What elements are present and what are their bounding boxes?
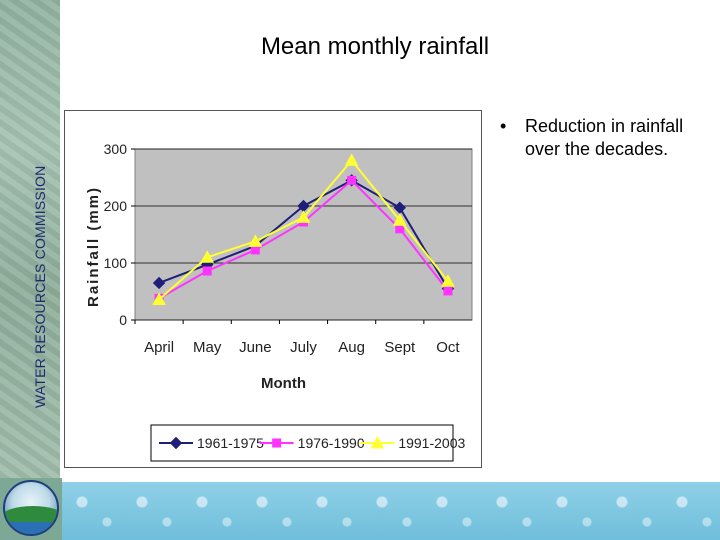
water-droplet-band	[62, 482, 720, 540]
bullet-text: Reduction in rainfall over the decades.	[525, 116, 684, 159]
x-tick-label: Sept	[384, 339, 416, 356]
side-strip	[0, 0, 60, 485]
y-tick-label: 200	[104, 198, 128, 214]
x-axis-title: Month	[261, 375, 306, 392]
data-point-1991-2003-June	[248, 234, 263, 247]
x-tick-label: May	[193, 339, 222, 356]
data-point-1961-1975-April	[152, 276, 166, 290]
x-tick-label: July	[290, 339, 317, 356]
legend-label: 1961-1975	[197, 435, 264, 451]
legend-marker-1991-2003	[370, 435, 385, 449]
y-tick-label: 300	[104, 141, 128, 157]
logo-block	[0, 478, 62, 540]
data-point-1976-1990-Aug	[347, 175, 357, 185]
legend-marker-1961-1975	[169, 436, 183, 450]
logo-water	[5, 522, 57, 534]
bullet-symbol: •	[500, 116, 507, 136]
x-tick-label: Aug	[338, 339, 365, 356]
data-point-1991-2003-Oct	[441, 274, 455, 287]
x-tick-label: April	[144, 339, 174, 356]
plot-area	[134, 148, 473, 321]
chart-svg: 0 100 200 300 April May June July Aug Sept Oct Mont…	[85, 141, 473, 462]
x-tick-label: June	[239, 339, 272, 356]
legend-label: 1991-2003	[398, 435, 465, 451]
legend-marker-1976-1990	[272, 438, 282, 448]
y-axis-title: Rainfall (mm)	[85, 186, 102, 307]
legend-label: 1976-1990	[298, 435, 365, 451]
x-tick-label: Oct	[436, 339, 460, 356]
organization-label: WATER RESOURCES COMMISSION	[32, 165, 48, 408]
y-tick-label: 0	[119, 312, 127, 328]
data-point-1991-2003-April	[152, 292, 166, 305]
rainfall-chart: 0 100 200 300 April May June July Aug Sept Oct Mont…	[64, 110, 482, 468]
legend-box	[150, 424, 454, 462]
data-point-1991-2003-Aug	[344, 153, 359, 166]
slide-title: Mean monthly rainfall	[260, 33, 490, 60]
data-point-1991-2003-July	[296, 210, 311, 223]
y-tick-label: 100	[104, 255, 128, 271]
organization-logo	[3, 480, 59, 536]
data-point-1976-1990-Oct	[443, 286, 453, 296]
data-point-1991-2003-May	[200, 250, 215, 263]
data-point-1976-1990-Sept	[395, 224, 405, 234]
data-point-1991-2003-Sept	[392, 213, 407, 226]
data-point-1976-1990-June	[250, 245, 260, 255]
data-point-1976-1990-May	[202, 266, 212, 276]
